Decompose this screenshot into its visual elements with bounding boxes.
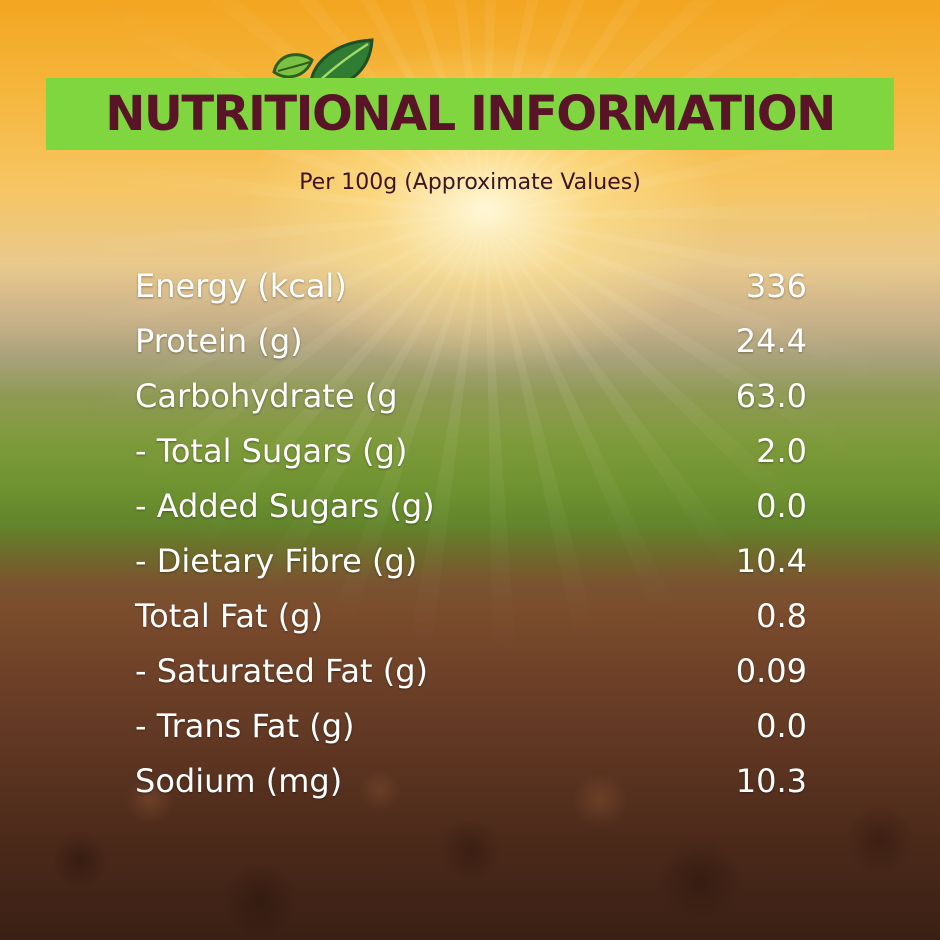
nutrient-value: 0.8 [756,596,807,635]
page-title: NUTRITIONAL INFORMATION [105,86,836,142]
page-subtitle: Per 100g (Approximate Values) [299,170,641,195]
nutrient-label: Protein (g) [135,321,303,360]
nutrient-label: - Trans Fat (g) [135,706,355,745]
nutrient-value: 10.3 [735,761,807,800]
soil-foreground [0,740,940,940]
nutrient-value: 0.09 [735,651,807,690]
nutrient-value: 24.4 [735,321,807,360]
nutrient-label: - Saturated Fat (g) [135,651,429,690]
nutrient-row: Total Fat (g) 0.8 [135,588,807,643]
nutrient-label: Carbohydrate (g [135,376,398,415]
nutrient-label: Sodium (mg) [135,761,343,800]
nutrient-row: - Saturated Fat (g) 0.09 [135,643,807,698]
nutrient-row: Energy (kcal) 336 [135,258,807,313]
nutrient-value: 10.4 [735,541,807,580]
title-banner [46,78,894,150]
nutrient-label: Total Fat (g) [135,596,323,635]
nutrient-value: 0.0 [756,706,807,745]
nutrient-value: 0.0 [756,486,807,525]
nutrient-row: - Added Sugars (g) 0.0 [135,478,807,533]
nutrient-row: Carbohydrate (g 63.0 [135,368,807,423]
nutrient-row: - Trans Fat (g) 0.0 [135,698,807,753]
nutrient-row: Protein (g) 24.4 [135,313,807,368]
nutrient-label: - Total Sugars (g) [135,431,408,470]
nutrient-value: 2.0 [756,431,807,470]
nutrition-table: Energy (kcal) 336 Protein (g) 24.4 Carbo… [135,258,807,808]
nutrient-label: - Added Sugars (g) [135,486,435,525]
nutrient-label: - Dietary Fibre (g) [135,541,418,580]
nutrient-value: 336 [745,266,807,305]
nutrient-label: Energy (kcal) [135,266,347,305]
nutrient-value: 63.0 [735,376,807,415]
nutrient-row: Sodium (mg) 10.3 [135,753,807,808]
nutrient-row: - Total Sugars (g) 2.0 [135,423,807,478]
nutrient-row: - Dietary Fibre (g) 10.4 [135,533,807,588]
